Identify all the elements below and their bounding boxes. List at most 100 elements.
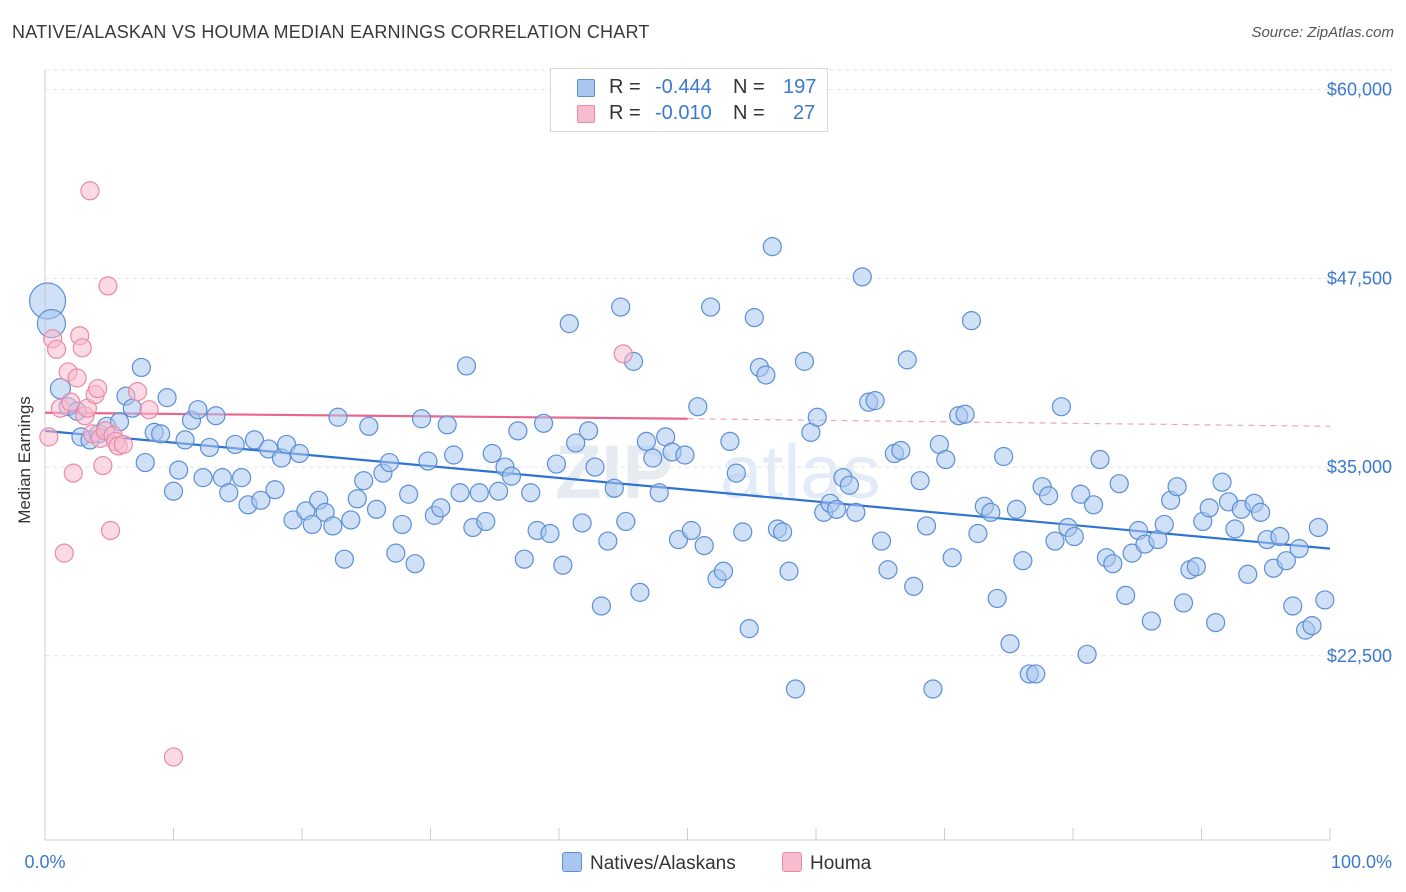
natives-point: [852, 267, 872, 287]
natives-point: [910, 471, 930, 491]
houma-point: [39, 427, 59, 447]
axes: [44, 70, 1331, 841]
natives-point: [720, 431, 740, 452]
legend-swatch-houma: [577, 105, 595, 123]
natives-point: [636, 431, 656, 452]
natives-point: [649, 483, 669, 503]
natives-point: [323, 516, 343, 536]
y-axis-label: Median Earnings: [15, 396, 34, 524]
natives-point: [206, 406, 226, 426]
stats-legend: R = -0.444 N = 197 R = -0.010 N = 27: [550, 68, 828, 132]
natives-point: [1302, 616, 1322, 636]
natives-point: [334, 549, 355, 569]
natives-point: [785, 679, 806, 699]
natives-point: [681, 520, 701, 541]
natives-point: [878, 560, 898, 580]
natives-point: [359, 416, 379, 436]
houma-point: [63, 463, 83, 483]
natives-point: [961, 311, 982, 331]
natives-point: [219, 483, 239, 503]
houma-point: [93, 455, 113, 476]
natives-point: [450, 483, 470, 503]
natives-point: [399, 484, 419, 504]
natives-point: [411, 409, 432, 429]
houma-point: [613, 344, 633, 364]
r-value: -0.444: [655, 76, 712, 98]
natives-point: [199, 437, 220, 458]
natives-point: [1090, 449, 1110, 470]
natives-point: [418, 451, 438, 471]
natives-point: [1109, 474, 1129, 494]
natives-point: [1225, 519, 1245, 539]
y-tick-label: $60,000: [1327, 80, 1392, 100]
natives-point: [476, 511, 496, 532]
natives-point: [1212, 472, 1232, 492]
natives-point: [456, 356, 477, 376]
natives-point: [578, 421, 599, 441]
houma-point: [54, 543, 74, 563]
natives-point: [865, 391, 885, 411]
houma-point: [80, 181, 100, 201]
natives-point: [1173, 593, 1194, 613]
bottom-legend-natives[interactable]: Natives/Alaskans: [562, 852, 736, 875]
source-label: Source: ZipAtlas.com: [1251, 24, 1394, 41]
houma-point: [67, 368, 87, 388]
houma-point: [98, 276, 118, 296]
legend-swatch-houma: [782, 852, 802, 872]
natives-point: [1251, 502, 1271, 522]
natives-point: [1276, 551, 1296, 571]
natives-point: [1006, 499, 1027, 519]
legend-label-natives: Natives/Alaskans: [590, 853, 736, 874]
natives-point: [540, 523, 560, 544]
natives-point: [469, 483, 489, 503]
natives-point: [392, 514, 412, 535]
natives-point: [163, 481, 184, 501]
natives-point: [289, 443, 310, 464]
natives-point: [1103, 554, 1123, 574]
natives-point: [994, 446, 1014, 467]
natives-point: [49, 377, 72, 400]
n-label: N =: [733, 76, 765, 98]
natives-point: [379, 452, 399, 473]
natives-point: [533, 413, 554, 433]
natives-point: [713, 561, 734, 581]
natives-point: [122, 398, 142, 418]
bottom-legend-houma[interactable]: Houma: [782, 852, 871, 875]
natives-point: [405, 554, 425, 574]
natives-point: [739, 619, 759, 639]
natives-point: [688, 397, 708, 417]
natives-point: [694, 535, 714, 556]
natives-point: [366, 499, 387, 519]
natives-point: [508, 421, 528, 441]
natives-point: [251, 490, 271, 510]
natives-point: [779, 561, 799, 581]
natives-point: [756, 365, 776, 385]
natives-point: [354, 471, 374, 491]
series-natives: [28, 237, 1335, 699]
houma-point: [46, 339, 67, 359]
natives-point: [1026, 664, 1046, 684]
natives-point: [559, 314, 579, 334]
houma-point: [72, 338, 92, 358]
natives-point: [772, 522, 793, 542]
natives-point: [733, 522, 753, 542]
natives-point: [225, 434, 245, 455]
n-label: N =: [733, 102, 765, 124]
natives-point: [897, 350, 917, 370]
natives-point: [744, 308, 764, 328]
natives-point: [1154, 514, 1174, 535]
natives-point: [1083, 495, 1104, 515]
natives-point: [585, 457, 605, 477]
data-points: [28, 181, 1335, 767]
natives-point: [1167, 477, 1187, 497]
natives-point: [1064, 526, 1084, 547]
natives-point: [871, 531, 892, 551]
houma-point: [88, 378, 108, 399]
natives-point: [244, 430, 265, 450]
natives-point: [1206, 612, 1226, 633]
natives-point: [232, 468, 252, 488]
natives-point: [1071, 484, 1091, 504]
houma-trend-extension: [687, 418, 1331, 427]
natives-point: [341, 510, 361, 530]
natives-point: [431, 498, 451, 518]
